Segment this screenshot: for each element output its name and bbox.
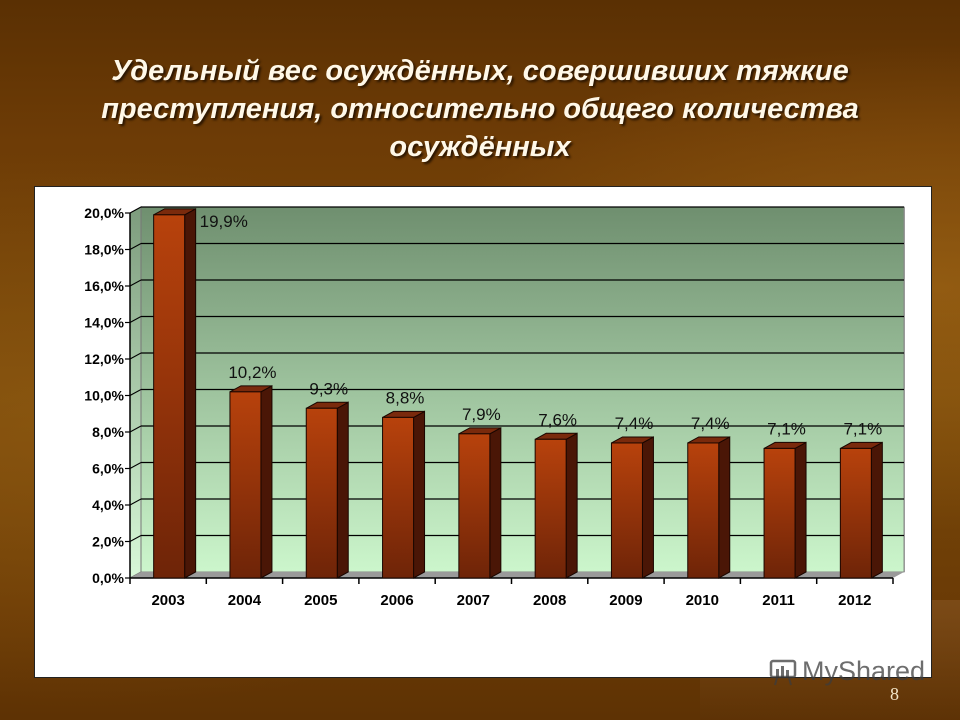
presentation-icon <box>769 659 797 685</box>
y-tick-label: 18,0% <box>84 242 124 258</box>
slide-number: 8 <box>890 684 899 704</box>
y-tick-label: 0,0% <box>92 570 124 586</box>
data-label: 19,9% <box>200 212 248 231</box>
bar-2009 <box>610 436 654 579</box>
x-category-label: 2007 <box>457 592 490 609</box>
x-category-label: 2012 <box>838 592 871 609</box>
data-label: 9,3% <box>309 379 348 398</box>
watermark-text: MyShared <box>802 656 926 686</box>
watermark: MyShared <box>768 656 925 687</box>
bar-2011 <box>763 441 807 579</box>
x-category-label: 2003 <box>151 592 184 609</box>
x-category-label: 2010 <box>686 592 719 609</box>
y-axis: 0,0% 2,0% 4,0% 6,0% 8,0% 10,0% 12,0% 14,0% 16,0%… <box>84 205 131 586</box>
y-tick-label: 20,0% <box>84 205 124 221</box>
bar-2005 <box>305 401 349 579</box>
y-tick-label: 10,0% <box>84 388 124 404</box>
bar-2007 <box>458 426 502 579</box>
y-tick-label: 8,0% <box>92 424 124 440</box>
bar-2006 <box>382 410 426 579</box>
bar-2004 <box>229 385 273 579</box>
slide-title: Удельный вес осуждённых, совершивших тяж… <box>40 52 920 166</box>
data-label: 10,2% <box>228 363 276 382</box>
data-label: 8,8% <box>386 388 425 407</box>
x-category-label: 2011 <box>762 592 795 609</box>
bar-2003 <box>153 207 197 579</box>
bar-2008 <box>534 432 578 579</box>
bar-2010 <box>687 436 731 579</box>
y-tick-label: 6,0% <box>92 461 124 477</box>
title-line-2: преступления, относительно общего количе… <box>101 93 859 125</box>
x-category-label: 2004 <box>228 592 262 609</box>
y-tick-label: 14,0% <box>84 315 124 331</box>
title-line-3: осуждённых <box>389 131 571 163</box>
data-label: 7,6% <box>538 410 577 429</box>
x-category-label: 2009 <box>609 592 642 609</box>
bar-series <box>153 207 883 579</box>
data-label: 7,1% <box>767 419 806 438</box>
data-label: 7,4% <box>691 414 730 433</box>
y-tick-label: 16,0% <box>84 278 124 294</box>
bar-2012 <box>839 441 883 579</box>
x-category-label: 2005 <box>304 592 337 609</box>
title-line-1: Удельный вес осуждённых, совершивших тяж… <box>111 55 849 87</box>
y-tick-label: 12,0% <box>84 351 124 367</box>
data-label: 7,4% <box>615 414 654 433</box>
x-category-label: 2006 <box>380 592 413 609</box>
x-category-label: 2008 <box>533 592 566 609</box>
data-label: 7,9% <box>462 405 501 424</box>
y-tick-label: 2,0% <box>92 534 124 550</box>
x-axis: 2003 2004 2005 2006 2007 2008 2009 2010 2011 2012 <box>129 577 894 609</box>
y-tick-label: 4,0% <box>92 497 124 513</box>
data-labels: 19,9% 10,2% 9,3% 8,8% 7,9% 7,6% 7,4% 7,4% 7,1% 7,… <box>200 212 883 439</box>
data-label: 7,1% <box>843 419 882 438</box>
